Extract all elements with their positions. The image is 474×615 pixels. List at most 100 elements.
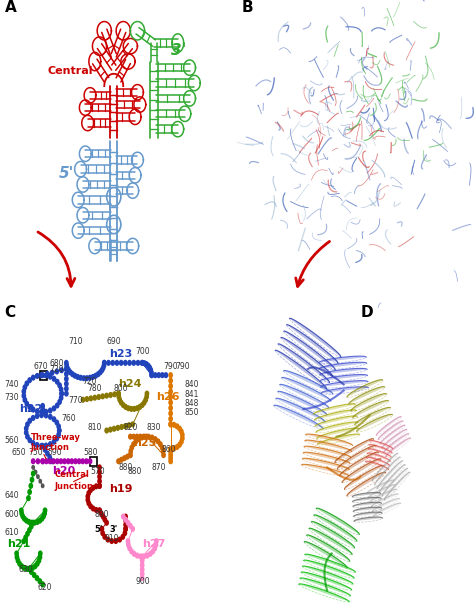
- Text: 760: 760: [62, 415, 76, 423]
- Polygon shape: [367, 480, 394, 493]
- Circle shape: [105, 536, 110, 542]
- Circle shape: [70, 371, 75, 377]
- Polygon shape: [351, 394, 387, 411]
- Text: 910: 910: [104, 534, 119, 543]
- Circle shape: [116, 425, 120, 431]
- Text: 780: 780: [88, 384, 102, 392]
- Polygon shape: [316, 508, 359, 534]
- Circle shape: [40, 406, 45, 412]
- Circle shape: [26, 566, 31, 572]
- Circle shape: [160, 445, 164, 451]
- Circle shape: [112, 426, 117, 432]
- Circle shape: [143, 434, 147, 440]
- Circle shape: [27, 404, 32, 410]
- Polygon shape: [335, 438, 374, 462]
- Polygon shape: [371, 494, 398, 507]
- Circle shape: [119, 400, 124, 406]
- Polygon shape: [276, 399, 325, 422]
- Circle shape: [168, 452, 173, 458]
- Circle shape: [21, 392, 26, 399]
- Circle shape: [108, 392, 113, 398]
- Circle shape: [59, 386, 64, 392]
- Circle shape: [128, 452, 133, 458]
- Circle shape: [138, 434, 143, 440]
- Polygon shape: [305, 440, 352, 451]
- Circle shape: [161, 448, 165, 454]
- Circle shape: [100, 526, 104, 532]
- Circle shape: [132, 551, 137, 557]
- Circle shape: [51, 458, 56, 464]
- Circle shape: [35, 442, 39, 448]
- Circle shape: [84, 396, 89, 402]
- Text: 600: 600: [5, 510, 19, 518]
- Circle shape: [116, 391, 121, 397]
- Polygon shape: [369, 485, 395, 498]
- Circle shape: [144, 361, 149, 367]
- Circle shape: [123, 360, 128, 366]
- Circle shape: [154, 538, 159, 544]
- Circle shape: [19, 510, 24, 517]
- Polygon shape: [366, 457, 389, 466]
- Polygon shape: [340, 452, 378, 476]
- Circle shape: [135, 405, 139, 411]
- Circle shape: [39, 412, 44, 418]
- Polygon shape: [320, 375, 367, 381]
- Circle shape: [41, 513, 46, 519]
- Text: 590: 590: [47, 448, 62, 457]
- Text: 560: 560: [5, 436, 19, 445]
- Text: 840: 840: [185, 381, 200, 389]
- Polygon shape: [347, 472, 385, 496]
- Text: h26: h26: [156, 392, 180, 402]
- Circle shape: [31, 470, 36, 477]
- Circle shape: [57, 427, 62, 434]
- Text: 740: 740: [5, 381, 19, 389]
- Polygon shape: [370, 490, 397, 502]
- Circle shape: [158, 441, 163, 447]
- Circle shape: [149, 372, 154, 378]
- Circle shape: [119, 424, 124, 430]
- Polygon shape: [320, 381, 368, 387]
- Circle shape: [55, 402, 60, 408]
- Text: h20: h20: [52, 466, 75, 475]
- Circle shape: [123, 526, 128, 532]
- Circle shape: [39, 409, 44, 415]
- Circle shape: [40, 515, 45, 522]
- Circle shape: [64, 386, 69, 392]
- Circle shape: [40, 458, 45, 464]
- Circle shape: [52, 405, 56, 411]
- Circle shape: [29, 520, 34, 526]
- Circle shape: [97, 474, 102, 480]
- Polygon shape: [313, 404, 356, 414]
- Polygon shape: [349, 387, 384, 404]
- Circle shape: [45, 450, 50, 456]
- Text: h19: h19: [109, 484, 133, 494]
- Circle shape: [168, 372, 173, 378]
- Circle shape: [140, 566, 145, 573]
- Circle shape: [39, 372, 44, 378]
- Polygon shape: [301, 572, 352, 590]
- Polygon shape: [353, 498, 381, 502]
- Text: D: D: [360, 304, 373, 320]
- Circle shape: [47, 454, 52, 461]
- Polygon shape: [309, 528, 352, 555]
- Circle shape: [19, 507, 24, 514]
- Circle shape: [104, 427, 109, 434]
- Polygon shape: [301, 464, 348, 475]
- Polygon shape: [374, 503, 401, 516]
- Circle shape: [140, 558, 145, 564]
- Text: Junction: Junction: [55, 482, 93, 491]
- Circle shape: [25, 421, 30, 427]
- Circle shape: [24, 426, 28, 432]
- Text: 880: 880: [128, 467, 142, 475]
- Circle shape: [125, 454, 130, 459]
- Circle shape: [44, 458, 49, 464]
- Text: C: C: [5, 304, 16, 320]
- Circle shape: [140, 562, 145, 568]
- Circle shape: [17, 561, 22, 567]
- Circle shape: [97, 483, 102, 489]
- Circle shape: [58, 458, 63, 464]
- Polygon shape: [314, 515, 357, 541]
- Circle shape: [126, 405, 131, 411]
- Text: 810: 810: [88, 424, 102, 432]
- Circle shape: [135, 552, 139, 558]
